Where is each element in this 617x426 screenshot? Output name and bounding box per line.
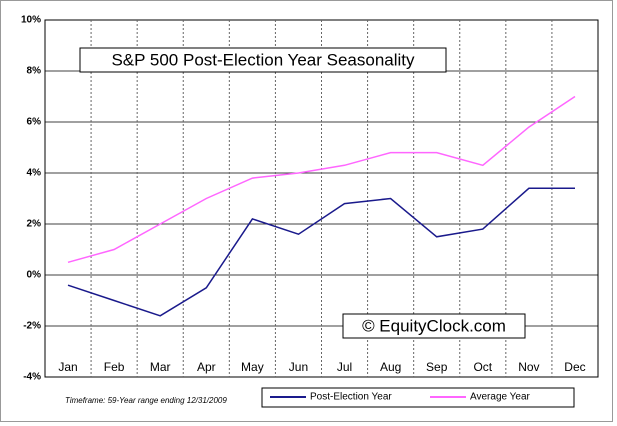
y-tick-label: 10% [21, 15, 41, 26]
y-tick-label: 4% [27, 168, 42, 179]
x-tick-label: Aug [380, 360, 401, 374]
x-tick-label: Apr [197, 360, 216, 374]
watermark: © EquityClock.com [362, 316, 506, 335]
x-tick-label: Sep [426, 360, 448, 374]
y-tick-label: -4% [23, 372, 41, 383]
chart-title: S&P 500 Post-Election Year Seasonality [111, 50, 415, 69]
x-tick-label: Dec [564, 360, 585, 374]
y-tick-label: 8% [27, 66, 42, 77]
series-line [67, 187, 575, 317]
y-tick-label: 0% [27, 270, 42, 281]
x-tick-label: Jun [289, 360, 308, 374]
x-tick-label: Oct [473, 360, 492, 374]
series-line [67, 95, 576, 264]
y-tick-label: 2% [27, 219, 42, 230]
x-tick-label: Nov [518, 360, 539, 374]
y-tick-label: 6% [27, 117, 42, 128]
y-tick-label: -2% [23, 321, 41, 332]
x-tick-label: Jan [58, 360, 77, 374]
note: Timeframe: 59-Year range ending 12/31/20… [65, 396, 227, 405]
title-box [79, 47, 447, 73]
x-tick-label: May [241, 360, 264, 374]
x-tick-label: Feb [104, 360, 125, 374]
legend-label: Post-Election Year [310, 392, 392, 403]
legend [261, 387, 575, 408]
legend-label: Average Year [470, 392, 531, 403]
x-tick-label: Mar [150, 360, 171, 374]
watermark-box [342, 313, 526, 339]
x-tick-label: Jul [337, 360, 352, 374]
